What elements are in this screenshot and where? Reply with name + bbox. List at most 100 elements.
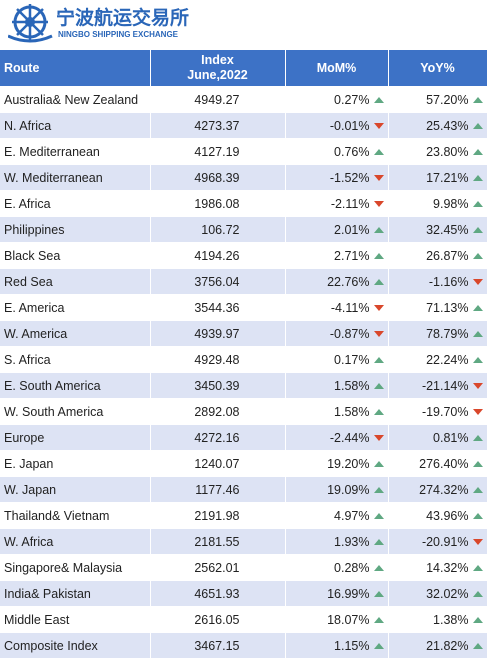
cell-value: 78.79% [426, 326, 469, 341]
table-cell: 0.81% [388, 424, 487, 451]
up-arrow [472, 435, 483, 442]
table-cell: 32.45% [388, 216, 487, 243]
cell-value: 32.45% [426, 222, 469, 237]
cell-value: 1240.07 [194, 456, 240, 471]
column-header-line: Index [201, 53, 234, 67]
table-row: W. Japan 1177.46 19.09% 274.32% [0, 476, 487, 503]
table-cell: 23.80% [388, 138, 487, 165]
table-cell: India& Pakistan [0, 580, 151, 607]
route-name: W. South America [4, 404, 104, 419]
cell-value: 2.01% [334, 222, 370, 237]
route-name: E. Japan [4, 456, 54, 471]
up-arrow [373, 539, 384, 546]
up-arrow [373, 617, 384, 624]
cell-value: 1986.08 [194, 196, 240, 211]
up-arrow [472, 357, 483, 364]
table-row: E. America 3544.36 -4.11% 71.13% [0, 294, 487, 321]
cell-value: 43.96% [426, 508, 469, 523]
cell-value: 4939.97 [194, 326, 240, 341]
cell-value: 3756.04 [194, 274, 240, 289]
table-cell: 17.21% [388, 164, 487, 191]
table-cell: E. Mediterranean [0, 138, 151, 165]
logo: 宁波航运交易所 NINGBO SHIPPING EXCHANGE [8, 4, 189, 43]
table-row: Singapore& Malaysia 2562.01 0.28% 14.32% [0, 554, 487, 581]
cell-value: 3544.36 [194, 300, 240, 315]
table-cell: 276.40% [388, 450, 487, 477]
table-cell: 71.13% [388, 294, 487, 321]
up-arrow [373, 409, 384, 416]
cell-value: 9.98% [433, 196, 469, 211]
table-row: W. South America 2892.08 1.58% -19.70% [0, 398, 487, 425]
table-cell: 1.93% [285, 528, 389, 555]
down-arrow [472, 409, 483, 416]
up-arrow [472, 643, 483, 650]
up-arrow [472, 123, 483, 130]
route-name: Europe [4, 430, 45, 445]
table-cell: 2.01% [285, 216, 389, 243]
logo-title: 宁波航运交易所 [56, 6, 189, 29]
up-arrow [472, 149, 483, 156]
cell-value: -0.87% [329, 326, 370, 341]
route-name: E. Africa [4, 196, 51, 211]
cell-value: 276.40% [419, 456, 469, 471]
route-name: E. America [4, 300, 65, 315]
down-arrow [472, 539, 483, 546]
table-cell: 1986.08 [150, 190, 286, 217]
cell-value: -19.70% [421, 404, 469, 419]
table-cell: 2181.55 [150, 528, 286, 555]
index-table: Route Index June,2022 MoM% YoY% Australia… [0, 50, 487, 658]
route-name: Australia& New Zealand [4, 92, 139, 107]
table-cell: 25.43% [388, 112, 487, 139]
table-cell: 22.24% [388, 346, 487, 373]
down-arrow [373, 175, 384, 182]
table-cell: 0.17% [285, 346, 389, 373]
up-arrow [373, 487, 384, 494]
table-row: India& Pakistan 4651.93 16.99% 32.02% [0, 580, 487, 607]
cell-value: 0.81% [433, 430, 469, 445]
cell-value: 1.38% [433, 612, 469, 627]
table-row: W. America 4939.97 -0.87% 78.79% [0, 320, 487, 347]
table-cell: 2616.05 [150, 606, 286, 633]
cell-value: 4273.37 [194, 118, 240, 133]
table-cell: W. America [0, 320, 151, 347]
cell-value: 3450.39 [194, 378, 240, 393]
cell-value: 2.71% [334, 248, 370, 263]
table-cell: Singapore& Malaysia [0, 554, 151, 581]
cell-value: 14.32% [426, 560, 469, 575]
table-cell: 3544.36 [150, 294, 286, 321]
table-cell: 4968.39 [150, 164, 286, 191]
table-cell: 4.97% [285, 502, 389, 529]
up-arrow [373, 643, 384, 650]
table-cell: 9.98% [388, 190, 487, 217]
table-cell: 274.32% [388, 476, 487, 503]
table-cell: 4273.37 [150, 112, 286, 139]
table-cell: W. South America [0, 398, 151, 425]
up-arrow [373, 149, 384, 156]
table-cell: 2562.01 [150, 554, 286, 581]
cell-value: -2.44% [329, 430, 370, 445]
cell-value: 4949.27 [194, 92, 240, 107]
table-cell: 57.20% [388, 86, 487, 113]
up-arrow [472, 487, 483, 494]
route-name: Philippines [4, 222, 65, 237]
cell-value: 2181.55 [194, 534, 240, 549]
table-cell: N. Africa [0, 112, 151, 139]
up-arrow [472, 97, 483, 104]
cell-value: -1.16% [428, 274, 469, 289]
table-cell: 22.76% [285, 268, 389, 295]
table-cell: -1.52% [285, 164, 389, 191]
table-row: Philippines 106.72 2.01% 32.45% [0, 216, 487, 243]
table-cell: 1177.46 [150, 476, 286, 503]
table-cell: -21.14% [388, 372, 487, 399]
table-cell: -2.11% [285, 190, 389, 217]
table-cell: -20.91% [388, 528, 487, 555]
route-name: W. Japan [4, 482, 57, 497]
route-name: E. South America [4, 378, 101, 393]
cell-value: -21.14% [421, 378, 469, 393]
table-cell: 1.58% [285, 398, 389, 425]
table-row: Thailand& Vietnam 2191.98 4.97% 43.96% [0, 502, 487, 529]
column-header: Route [0, 50, 151, 87]
cell-value: -4.11% [330, 300, 370, 315]
down-arrow [472, 383, 483, 390]
table-cell: 16.99% [285, 580, 389, 607]
